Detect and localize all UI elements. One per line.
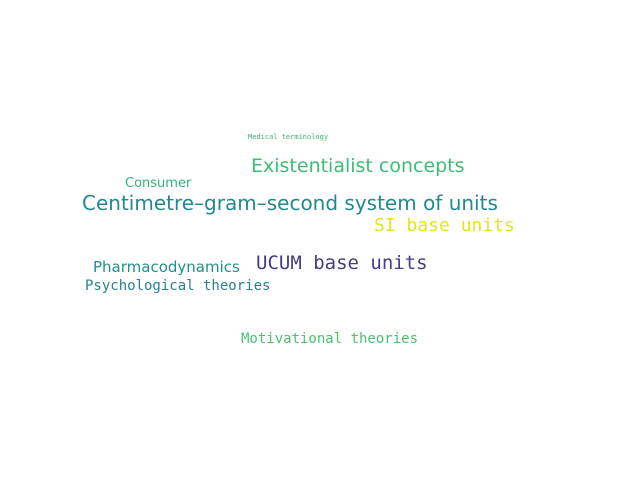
word-existentialist-concepts: Existentialist concepts (251, 155, 465, 177)
word-motivational-theories: Motivational theories (241, 331, 419, 347)
word-psychological-theories: Psychological theories (85, 278, 271, 294)
word-consumer: Consumer (125, 176, 192, 191)
word-si-base-units: SI base units (374, 215, 515, 236)
word-ucum-base-units: UCUM base units (256, 252, 428, 274)
word-cgs-system-of-units: Centimetre–gram–second system of units (82, 191, 498, 215)
word-medical-terminology: Medical terminology (248, 133, 329, 141)
word-pharmacodynamics: Pharmacodynamics (93, 258, 240, 276)
